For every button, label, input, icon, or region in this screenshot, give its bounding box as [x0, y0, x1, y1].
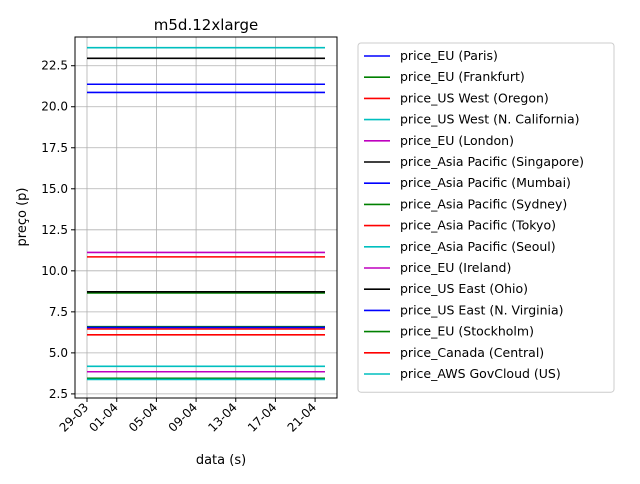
- legend-label: price_US East (Ohio): [400, 281, 528, 296]
- y-tick-label: 20.0: [41, 100, 68, 114]
- x-axis-label: data (s): [196, 453, 246, 468]
- legend-label: price_US West (Oregon): [400, 90, 549, 105]
- legend-label: price_US East (N. Virginia): [400, 302, 564, 317]
- grid-lines: [75, 37, 337, 398]
- x-tick-label: 13-04: [205, 400, 240, 435]
- y-tick-label: 22.5: [41, 59, 68, 73]
- legend: price_EU (Paris) price_EU (Frankfurt) pric…: [357, 42, 615, 393]
- chart-title: m5d.12xlarge: [154, 16, 258, 34]
- legend-label: price_AWS GovCloud (US): [400, 366, 561, 381]
- x-tick-label: 05-04: [126, 400, 161, 435]
- legend-label: price_EU (Ireland): [400, 260, 511, 275]
- y-tick-label: 7.5: [49, 305, 68, 319]
- legend-label: price_US West (N. California): [400, 112, 580, 127]
- x-tick-label: 01-04: [86, 400, 121, 435]
- y-tick-label: 12.5: [41, 223, 68, 237]
- plot-frame: [74, 36, 338, 399]
- y-tick-label: 15.0: [41, 182, 68, 196]
- y-tick-label: 5.0: [49, 346, 68, 360]
- series-lines: [87, 46, 325, 381]
- legend-label: price_EU (Stockholm): [400, 324, 534, 339]
- legend-label: price_Asia Pacific (Mumbai): [400, 175, 571, 190]
- x-tick-label: 29-03: [57, 400, 92, 435]
- legend-label: price_Asia Pacific (Singapore): [400, 154, 584, 169]
- legend-label: price_EU (Paris): [400, 48, 498, 63]
- x-tick-label: 09-04: [166, 400, 201, 435]
- y-tick-label: 10.0: [41, 264, 68, 278]
- legend-label: price_Asia Pacific (Tokyo): [400, 218, 556, 233]
- y-tick-label: 2.5: [49, 387, 68, 401]
- legend-label: price_Canada (Central): [400, 345, 544, 360]
- y-axis-label: preço (p): [15, 188, 30, 247]
- legend-box: [357, 42, 615, 393]
- x-tick-label: 17-04: [245, 400, 280, 435]
- legend-label: price_Asia Pacific (Sydney): [400, 196, 567, 211]
- legend-label: price_EU (London): [400, 133, 514, 148]
- x-tick-label: 21-04: [285, 400, 320, 435]
- legend-label: price_EU (Frankfurt): [400, 69, 525, 84]
- y-tick-label: 17.5: [41, 141, 68, 155]
- legend-label: price_Asia Pacific (Seoul): [400, 239, 556, 254]
